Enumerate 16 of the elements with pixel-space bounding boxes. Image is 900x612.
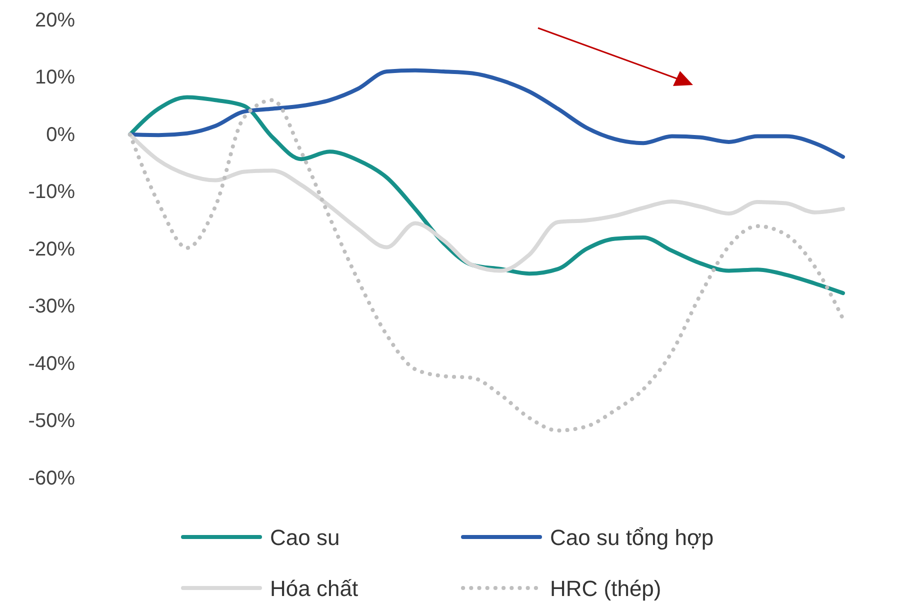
y-tick-label: -50% bbox=[28, 410, 76, 432]
y-tick-label: -20% bbox=[28, 238, 76, 260]
line-series bbox=[128, 132, 845, 273]
y-tick-label: -10% bbox=[28, 181, 76, 204]
line-series bbox=[128, 98, 845, 432]
y-tick-label: -30% bbox=[28, 296, 76, 318]
y-tick-label: 0% bbox=[46, 124, 76, 146]
line-series bbox=[128, 68, 845, 159]
legend-label: Cao su bbox=[270, 525, 340, 550]
legend-label: Cao su tổng hợp bbox=[550, 525, 714, 550]
y-tick-label: 10% bbox=[34, 66, 76, 89]
y-tick-label: -60% bbox=[28, 467, 76, 490]
y-tick-label: -40% bbox=[28, 352, 76, 375]
legend-label: Hóa chất bbox=[270, 576, 358, 601]
legend-label: HRC (thép) bbox=[550, 576, 662, 601]
y-tick-label: 20% bbox=[34, 9, 76, 32]
